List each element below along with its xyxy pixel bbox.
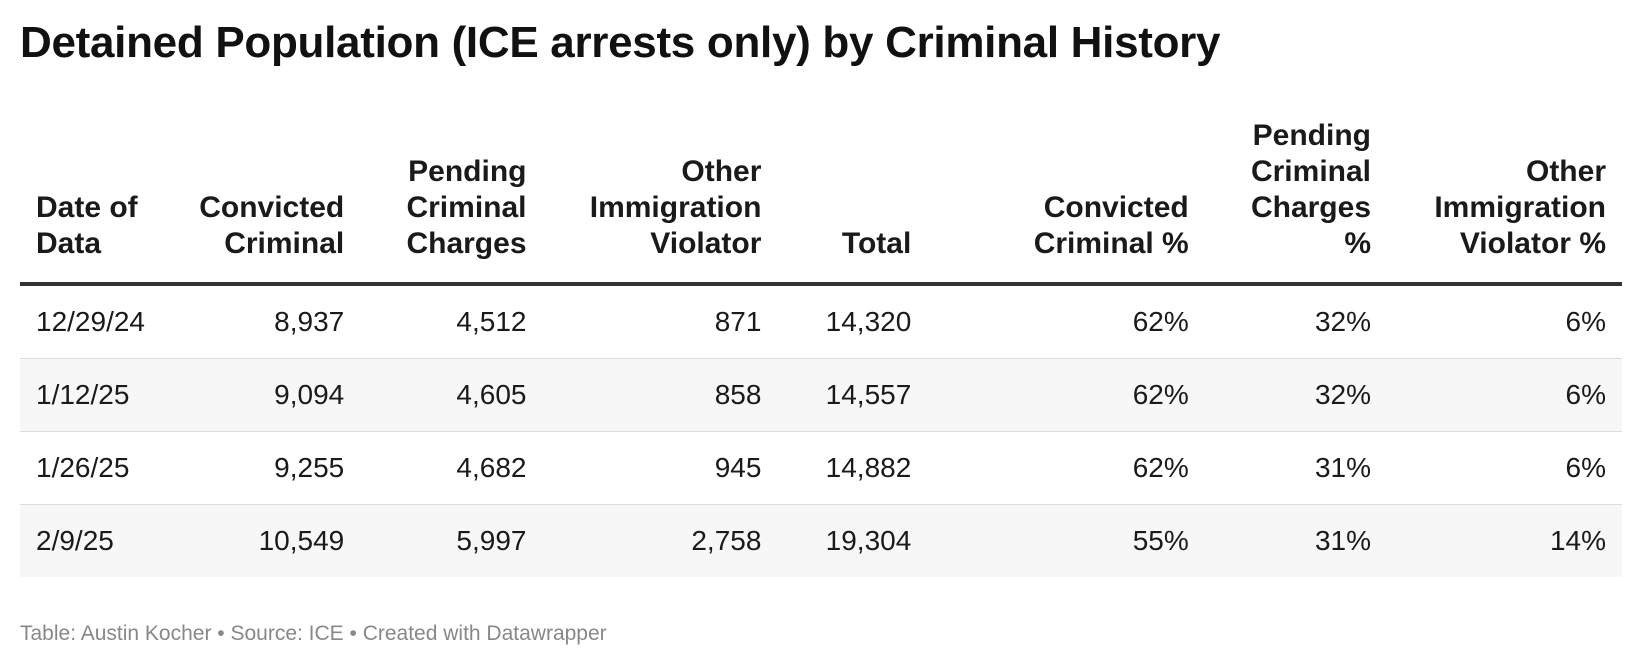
cell-pending_pct: 32% bbox=[1204, 358, 1387, 432]
column-header-line: Other bbox=[1525, 155, 1606, 188]
cell-total: 14,557 bbox=[777, 358, 928, 432]
column-header-convicted: Convicted Criminal bbox=[177, 118, 361, 286]
cell-pending: 4,512 bbox=[360, 284, 543, 359]
cell-other_pct: 6% bbox=[1387, 284, 1622, 359]
cell-convicted_pct: 62% bbox=[927, 284, 1205, 359]
column-header-other: Other Immigration Violator bbox=[542, 118, 778, 286]
column-header-total: Total bbox=[777, 118, 928, 286]
chart-footer: Table: Austin Kocher • Source: ICE • Cre… bbox=[20, 622, 607, 645]
column-header-line: % bbox=[1344, 227, 1371, 260]
cell-pending_pct: 31% bbox=[1204, 504, 1387, 577]
column-header-line: Date of bbox=[36, 191, 138, 224]
column-header-line: Pending bbox=[1252, 119, 1371, 152]
cell-total: 14,320 bbox=[777, 284, 928, 359]
cell-other: 945 bbox=[542, 431, 778, 505]
column-header-line: Data bbox=[36, 227, 102, 260]
cell-date: 12/29/24 bbox=[20, 284, 178, 359]
column-header-line: Pending bbox=[408, 155, 527, 188]
cell-other_pct: 6% bbox=[1387, 431, 1622, 505]
cell-convicted_pct: 55% bbox=[927, 504, 1205, 577]
cell-date: 2/9/25 bbox=[20, 504, 178, 577]
table-row: 1/26/25 9,255 4,682 945 14,882 62% 31% 6% bbox=[20, 431, 1622, 505]
column-header-pending: Pending Criminal Charges bbox=[360, 118, 543, 286]
cell-pending_pct: 31% bbox=[1204, 431, 1387, 505]
cell-convicted_pct: 62% bbox=[927, 431, 1205, 505]
table-row: 1/12/25 9,094 4,605 858 14,557 62% 32% 6% bbox=[20, 358, 1622, 432]
data-table: Date of Data Convicted Criminal Pending Crimi… bbox=[20, 118, 1622, 577]
cell-total: 19,304 bbox=[777, 504, 928, 577]
column-header-other_pct: Other Immigration Violator % bbox=[1387, 118, 1622, 286]
cell-pending_pct: 32% bbox=[1204, 284, 1387, 359]
table-row: 12/29/24 8,937 4,512 871 14,320 62% 32% 6% bbox=[20, 284, 1622, 359]
header-row: Date of Data Convicted Criminal Pending Crimi… bbox=[20, 118, 1622, 286]
cell-other: 2,758 bbox=[542, 504, 778, 577]
cell-total: 14,882 bbox=[777, 431, 928, 505]
cell-pending: 5,997 bbox=[360, 504, 543, 577]
column-header-line: Convicted bbox=[1043, 191, 1189, 224]
column-header-pending_pct: Pending Criminal Charges% bbox=[1204, 118, 1387, 286]
chart-title: Detained Population (ICE arrests only) b… bbox=[20, 18, 1221, 67]
table-body: 12/29/24 8,937 4,512 871 14,320 62% 32% 6% 1/12/… bbox=[20, 284, 1622, 577]
column-header-line: Criminal % bbox=[1033, 227, 1189, 260]
column-header-line: Total bbox=[841, 227, 912, 260]
column-header-line: Immigration bbox=[1434, 191, 1606, 224]
cell-convicted_pct: 62% bbox=[927, 358, 1205, 432]
cell-pending: 4,605 bbox=[360, 358, 543, 432]
column-header-line: Violator % bbox=[1459, 227, 1606, 260]
column-header-convicted_pct: Convicted Criminal % bbox=[927, 118, 1205, 286]
table-row: 2/9/25 10,549 5,997 2,758 19,304 55% 31% 14% bbox=[20, 504, 1622, 577]
column-header-date: Date of Data bbox=[20, 118, 178, 286]
column-header-line: Criminal bbox=[406, 191, 527, 224]
column-header-line: Charges bbox=[406, 227, 527, 260]
cell-pending: 4,682 bbox=[360, 431, 543, 505]
cell-convicted: 8,937 bbox=[177, 284, 361, 359]
cell-date: 1/26/25 bbox=[20, 431, 178, 505]
cell-other_pct: 6% bbox=[1387, 358, 1622, 432]
cell-other: 858 bbox=[542, 358, 778, 432]
cell-convicted: 9,094 bbox=[177, 358, 361, 432]
cell-other_pct: 14% bbox=[1387, 504, 1622, 577]
column-header-line: Charges bbox=[1250, 191, 1371, 224]
cell-convicted: 10,549 bbox=[177, 504, 361, 577]
column-header-line: Criminal bbox=[1250, 155, 1371, 188]
cell-convicted: 9,255 bbox=[177, 431, 361, 505]
column-header-line: Convicted bbox=[199, 191, 345, 224]
column-header-line: Violator bbox=[650, 227, 762, 260]
column-header-line: Criminal bbox=[224, 227, 345, 260]
cell-date: 1/12/25 bbox=[20, 358, 178, 432]
cell-other: 871 bbox=[542, 284, 778, 359]
column-header-line: Other bbox=[681, 155, 762, 188]
column-header-line: Immigration bbox=[589, 191, 762, 224]
